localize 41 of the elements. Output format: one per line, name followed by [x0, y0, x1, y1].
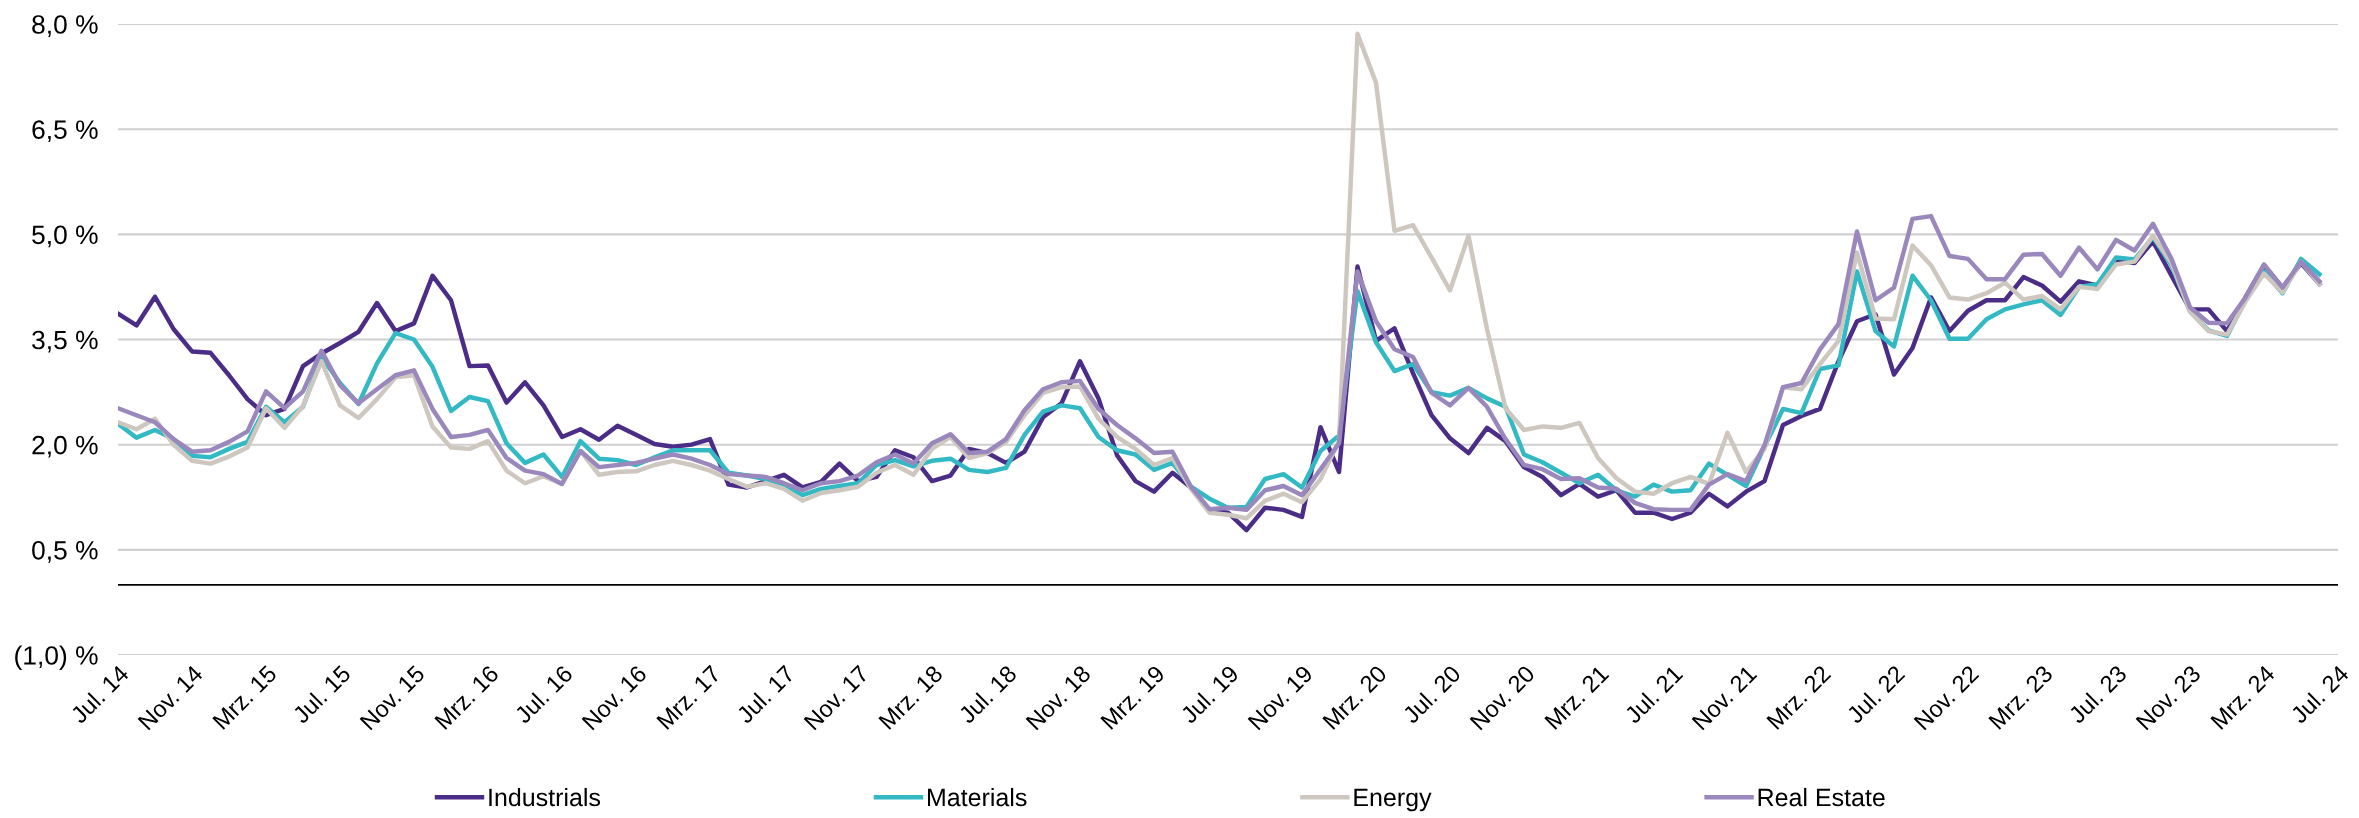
x-tick-label: Jul. 18 — [957, 664, 1018, 725]
y-tick-label: 8,0 % — [32, 15, 98, 37]
x-tick-label: Nov. 22 — [1913, 664, 1980, 731]
x-tick-label: Nov. 14 — [137, 664, 204, 731]
y-tick-label: 0,5 % — [32, 540, 98, 563]
x-tick-label: Mrz. 22 — [1766, 664, 1832, 730]
x-tick-label: Jul. 17 — [735, 664, 796, 725]
x-tick-label: Mrz. 17 — [656, 664, 722, 730]
x-tick-label: Jul. 22 — [1845, 664, 1906, 725]
x-tick-label: Mrz. 21 — [1544, 664, 1610, 730]
x-tick-label: Mrz. 23 — [1988, 664, 2054, 730]
x-tick-label: Nov. 21 — [1691, 664, 1758, 731]
y-tick-label: 5,0 % — [32, 225, 98, 248]
x-tick-label: Nov. 15 — [359, 664, 426, 731]
x-tick-label: Mrz. 15 — [212, 664, 278, 730]
legend-label: Industrials — [489, 787, 601, 807]
x-tick-label: Jul. 16 — [513, 664, 574, 725]
x-tick-label: Mrz. 16 — [434, 664, 500, 730]
x-tick-label: Jul. 20 — [1401, 663, 1462, 725]
x-tick-label: Nov. 20 — [1469, 664, 1536, 731]
y-tick-label: 3,5 % — [32, 330, 98, 353]
x-tick-label: Nov. 19 — [1247, 664, 1314, 731]
x-tick-label: Nov. 23 — [2135, 664, 2202, 731]
y-tick-label: (1,0) % — [15, 645, 98, 671]
y-tick-label: 6,5 % — [32, 120, 98, 143]
x-tick-label: Mrz. 24 — [2210, 664, 2276, 730]
x-tick-label: Nov. 18 — [1025, 664, 1092, 731]
legend-label: Materials — [927, 787, 1027, 807]
x-tick-label: Mrz. 19 — [1100, 664, 1166, 730]
x-tick-label: Nov. 17 — [803, 664, 870, 731]
y-tick-label: 2,0 % — [32, 435, 98, 458]
x-tick-label: Jul. 21 — [1623, 664, 1684, 725]
x-tick-label: Jul. 23 — [2067, 664, 2128, 725]
x-tick-label: Nov. 16 — [581, 664, 648, 731]
legend-label: Real Estate — [1758, 787, 1885, 807]
x-tick-label: Jul. 15 — [291, 664, 352, 725]
x-tick-label: Mrz. 20 — [1322, 664, 1388, 730]
x-tick-label: Jul. 24 — [2289, 663, 2350, 725]
x-tick-label: Jul. 19 — [1179, 664, 1240, 725]
legend-label: Energy — [1354, 788, 1432, 812]
x-tick-label: Mrz. 18 — [878, 664, 944, 730]
